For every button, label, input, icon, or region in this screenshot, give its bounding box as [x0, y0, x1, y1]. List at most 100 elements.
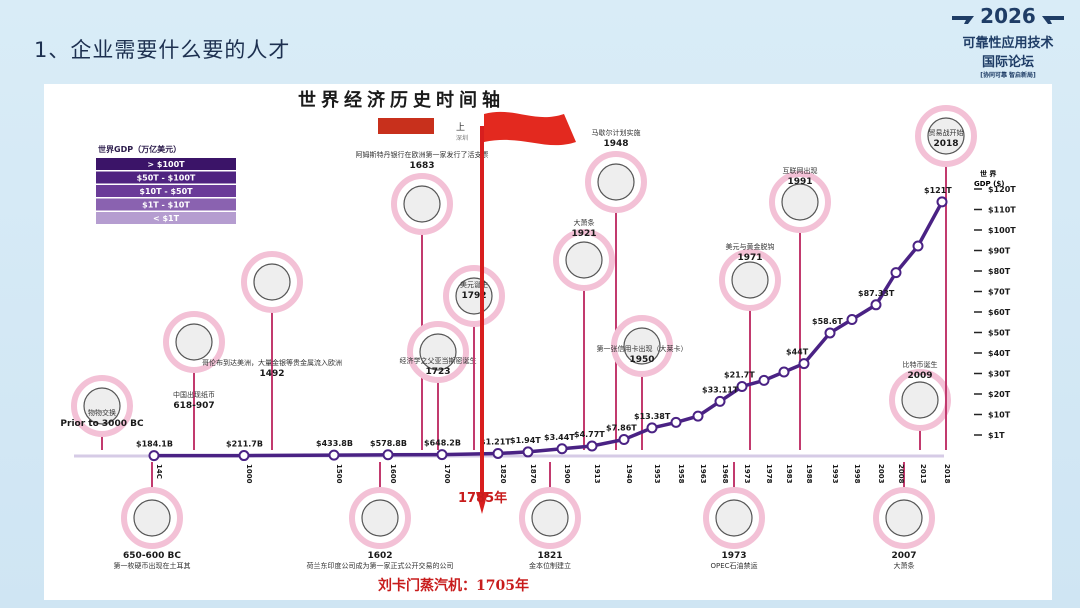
gdp-value-label: $87.33T: [858, 289, 895, 298]
legend-item-label: > $100T: [147, 160, 185, 169]
legend-item-label: $10T - $50T: [139, 187, 193, 196]
x-tick-label: 1993: [831, 464, 839, 484]
event-desc: 中国出现纸币: [173, 390, 215, 399]
y-tick-label: $80T: [988, 267, 1011, 276]
gdp-value-label: $4.77T: [574, 430, 605, 439]
x-tick-label: 2013: [919, 464, 927, 484]
event-year: 1492: [259, 369, 284, 379]
event-illustration-icon: [715, 499, 753, 537]
forum-logo: 2026 可靠性应用技术 国际论坛 [协同可靠 智启新局]: [944, 2, 1072, 84]
event-illustration-icon: [361, 499, 399, 537]
legend-swatch: [96, 158, 236, 170]
x-tick-label: 1700: [443, 464, 451, 484]
event-desc: 贸易战开始: [929, 128, 964, 137]
event-desc: 美元诞生: [460, 280, 488, 289]
event-year: 1973: [721, 551, 746, 561]
y-tick-label: $1T: [988, 431, 1005, 440]
legend-title: 世界GDP（万亿美元）: [98, 144, 181, 154]
event-illustration-icon: [597, 163, 635, 201]
legend-swatch: [96, 198, 236, 211]
event-illustration-icon: [419, 333, 457, 371]
gdp-point: [692, 410, 704, 422]
gdp-point: [436, 449, 448, 461]
gdp-point: [824, 327, 836, 339]
marker-1785: 1785年: [458, 490, 507, 506]
diagram-title: 世界经济历史时间轴: [298, 89, 505, 111]
gdp-value-label: $33.11T: [702, 385, 739, 394]
event-year: 2007: [891, 551, 916, 561]
event-illustration-icon: [901, 381, 939, 419]
gdp-point: [870, 299, 882, 311]
event-year: 2009: [907, 371, 932, 381]
red-flag-marker: 1785年: [458, 111, 576, 514]
logo-line1: 可靠性应用技术: [962, 36, 1054, 51]
gdp-value-label: $1.21T: [480, 437, 511, 446]
event-year: 2018: [933, 139, 958, 149]
x-tick-label: 1500: [335, 464, 343, 484]
event-illustration-icon: [133, 499, 171, 537]
gdp-point: [758, 374, 770, 386]
gdp-point: [912, 240, 924, 252]
event-desc: OPEC石油禁运: [710, 561, 757, 570]
gdp-value-label: $211.7B: [226, 440, 263, 449]
gdp-value-label: $3.44T: [544, 433, 575, 442]
event-year: 1950: [629, 355, 654, 365]
timeline-diagram: 世界经济历史时间轴 世界GDP（万亿美元） > $100T $50T - $100…: [60, 89, 1016, 594]
event-illustration-icon: [565, 241, 603, 279]
x-tick-label: 14C: [155, 464, 163, 479]
gdp-value-label: $13.38T: [634, 412, 671, 421]
x-tick-label: 2008: [897, 464, 905, 484]
timeline-image-panel: 世界经济历史时间轴 世界GDP（万亿美元） > $100T $50T - $100…: [44, 84, 1052, 600]
event-desc: 阿姆斯特丹银行在欧洲第一家发行了活支票: [356, 150, 489, 159]
event-desc: 互联网出现: [783, 166, 818, 175]
x-tick-label: 2003: [877, 464, 885, 484]
event-year: 1602: [367, 551, 392, 561]
partial-logo-icon: [378, 118, 434, 134]
gdp-legend: 世界GDP（万亿美元） > $100T $50T - $100T $10T - $5…: [96, 144, 236, 224]
event-desc: 马歇尔计划实施: [592, 128, 641, 137]
event-year: Prior to 3000 BC: [60, 419, 144, 429]
y-tick-label: $60T: [988, 308, 1011, 317]
y-tick-label: $70T: [988, 288, 1011, 297]
steam-engine-caption: 刘卡门蒸汽机：1705年: [378, 577, 529, 594]
event-desc: 物物交换: [88, 408, 116, 417]
event-illustration-icon: [83, 387, 121, 425]
event-illustration-icon: [403, 185, 441, 223]
event-year: 618-907: [173, 401, 214, 411]
y-tick-label: $110T: [988, 206, 1016, 215]
x-tick-label: 1900: [563, 464, 571, 484]
event-desc: 大萧条: [574, 218, 595, 227]
event-year: 1921: [571, 229, 596, 239]
x-tick-label: 1870: [529, 464, 537, 484]
gdp-point: [646, 422, 658, 434]
event-desc: 第一张信用卡出现（大莱卡）: [597, 344, 688, 353]
x-tick-label: 1988: [805, 464, 813, 484]
event-year: 1792: [461, 291, 486, 301]
gdp-point: [798, 358, 810, 370]
gdp-point: [492, 447, 504, 459]
x-tick-label: 1968: [721, 464, 729, 484]
y-axis-title-2: GDP ($): [974, 180, 1004, 188]
x-tick-label: 2018: [943, 464, 951, 484]
slide-title: 1、企业需要什么要的人才: [34, 38, 291, 62]
legend-swatch: [96, 212, 236, 224]
partial-label-2: 深圳: [456, 134, 468, 142]
gdp-point: [670, 416, 682, 428]
y-axis: 世 界 GDP ($) $1T $10T $20T $30T $40T $50T $60T $…: [974, 169, 1016, 440]
y-axis-title-1: 世 界: [980, 169, 997, 178]
event-illustration-icon: [781, 183, 819, 221]
logo-line2: 国际论坛: [981, 55, 1034, 70]
legend-item-label: $50T - $100T: [137, 174, 196, 183]
gdp-point: [618, 433, 630, 445]
gdp-value-label: $184.1B: [136, 440, 173, 449]
logo-line3: [协同可靠 智启新局]: [980, 72, 1036, 79]
x-tick-label: 1998: [853, 464, 861, 484]
legend-item-label: < $1T: [153, 214, 180, 223]
y-tick-label: $90T: [988, 247, 1011, 256]
legend-swatch: [96, 185, 236, 197]
gdp-point: [556, 443, 568, 455]
y-tick-label: $50T: [988, 329, 1011, 338]
gdp-point: [382, 449, 394, 461]
event-illustration-icon: [927, 117, 965, 155]
event-year: 1683: [409, 161, 434, 171]
